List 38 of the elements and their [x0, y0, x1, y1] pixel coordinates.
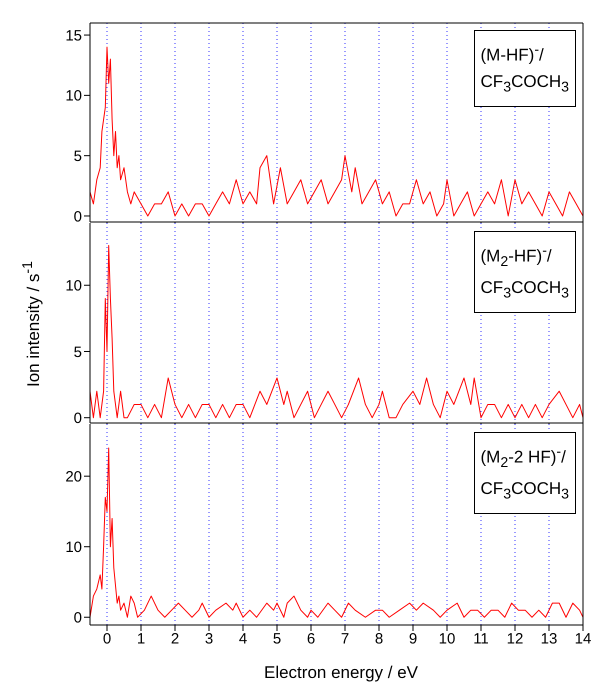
x-tick-label: 5: [272, 630, 282, 648]
x-tick-label: 11: [473, 630, 489, 648]
x-tick-label: 9: [408, 630, 418, 648]
x-tick-label: 8: [374, 630, 384, 648]
y-tick-label: 10: [65, 539, 82, 556]
y-tick-label: 0: [74, 410, 82, 428]
x-tick-label: 10: [438, 630, 456, 648]
y-tick-label: 10: [65, 88, 82, 105]
y-tick-label: 5: [74, 148, 82, 165]
y-tick-label: 20: [65, 468, 82, 486]
annotation: (M$_{2}$-HF)$^{-}$/: [480, 242, 553, 272]
y-tick-label: 15: [65, 27, 82, 44]
annotation: CF$_{3}$COCH$_{3}$: [480, 277, 569, 304]
y-tick-label: 0: [74, 610, 82, 627]
y-tick-label: 10: [65, 278, 82, 295]
x-tick-label: 7: [340, 630, 350, 648]
x-tick-label: 12: [506, 630, 524, 648]
line-series: [90, 447, 583, 618]
x-tick-label: 13: [540, 630, 558, 648]
y-tick-label: 0: [74, 208, 82, 226]
x-axis-title: Electron energy / eV: [262, 663, 420, 683]
line-series: [90, 245, 583, 418]
x-tick-label: 1: [136, 630, 146, 648]
x-tick-label: 3: [204, 630, 214, 648]
annotation: CF$_{3}$COCH$_{3}$: [480, 70, 569, 98]
x-tick-label: 2: [170, 630, 180, 648]
x-tick-label: 4: [238, 630, 248, 648]
y-tick-label: 5: [74, 344, 82, 361]
line-series: [90, 46, 583, 216]
x-tick-label: 14: [574, 630, 592, 648]
annotation: CF$_{3}$COCH$_{3}$: [480, 478, 569, 504]
x-tick-label: 6: [306, 630, 316, 648]
label-box: (M$_{2}$-HF)$^{-}$/ CF$_{3}$COCH$_{3}$: [474, 231, 576, 314]
label-box: (M$_{2}$-2 HF)$^{-}$/ CF$_{3}$COCH$_{3}$: [474, 432, 576, 514]
x-tick-label: 0: [102, 630, 112, 648]
label-box: (M-HF)$^{-}$/ CF$_{3}$COCH$_{3}$: [474, 30, 576, 108]
annotation: (M-HF)$^{-}$/: [480, 41, 545, 67]
annotation: (M$_{2}$-2 HF)$^{-}$/: [480, 443, 567, 474]
